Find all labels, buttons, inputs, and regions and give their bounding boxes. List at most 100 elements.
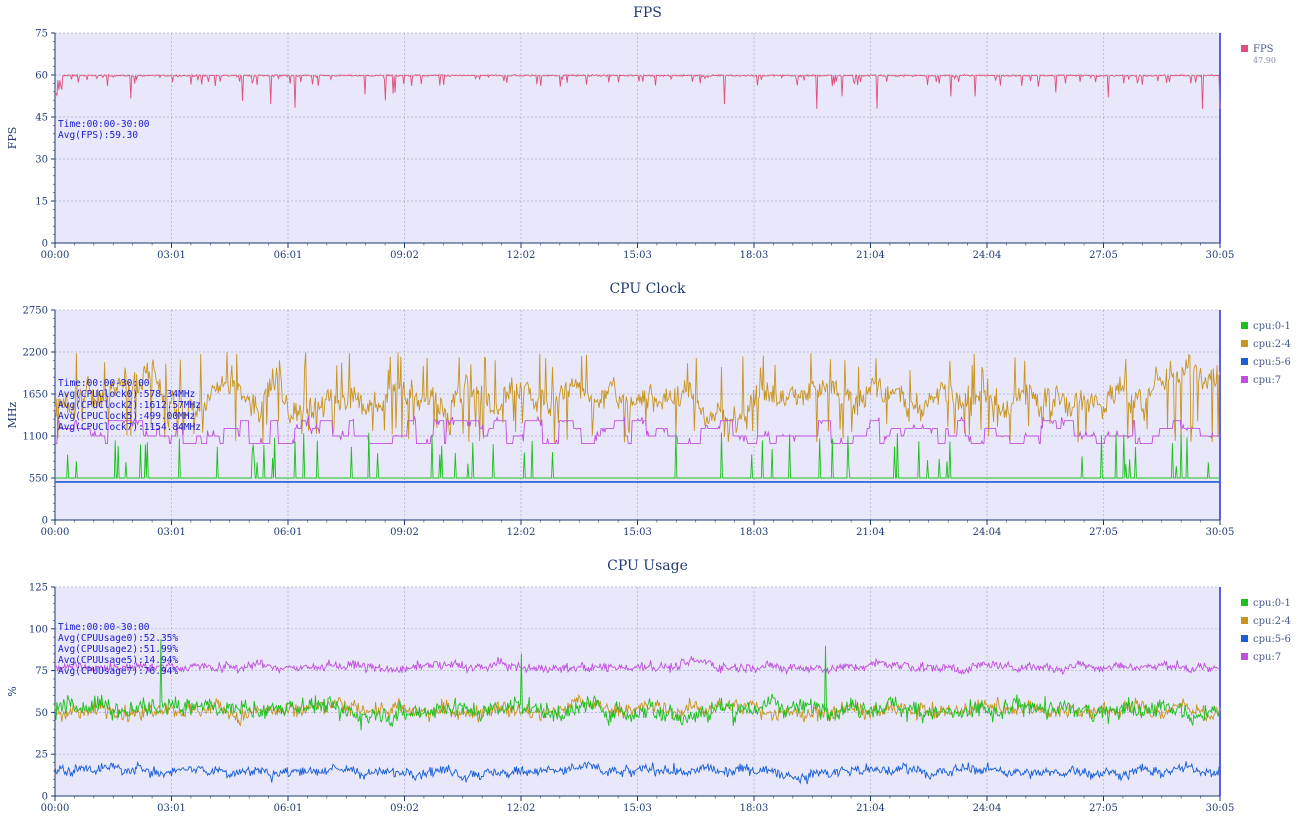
annotation-text: Avg(CPUClock2):1612.57MHz [58, 400, 201, 411]
series-line-cpu-7 [55, 415, 1221, 445]
legend-label[interactable]: cpu:2-4 [1253, 616, 1291, 627]
legend-swatch[interactable] [1241, 45, 1248, 52]
legend-label[interactable]: cpu:7 [1253, 652, 1281, 663]
chart-1: CPU Clock 0 550 1100 1650 2200 2750 00:00 03:01 0… [6, 281, 1291, 538]
annotation-text: Time:00:00-30:00 [58, 378, 150, 389]
y-tick-label: 2200 [23, 348, 48, 359]
series-line-FPS [54, 73, 1221, 109]
legend-swatch[interactable] [1241, 376, 1248, 383]
annotation-text: Time:00:00-30:00 [58, 119, 150, 130]
y-tick-label: 125 [29, 583, 48, 594]
annotation-text: Avg(CPUUsage7):76.94% [58, 666, 178, 677]
y-tick-label: 75 [35, 29, 48, 40]
x-tick-label: 03:01 [157, 803, 186, 814]
x-tick-label: 30:05 [1206, 527, 1235, 538]
legend-swatch[interactable] [1241, 322, 1248, 329]
x-tick-label: 09:02 [390, 527, 419, 538]
x-tick-label: 03:01 [157, 250, 186, 261]
annotation-text: Time:00:00-30:00 [58, 622, 150, 633]
legend-label[interactable]: cpu:0-1 [1253, 321, 1291, 332]
legend-label[interactable]: cpu:0-1 [1253, 598, 1291, 609]
x-tick-label: 21:04 [856, 250, 885, 261]
x-tick-label: 12:02 [507, 250, 536, 261]
y-tick-label: 25 [35, 750, 48, 761]
x-tick-label: 18:03 [740, 527, 769, 538]
y-tick-label: 100 [29, 624, 48, 635]
annotation-text: Avg(CPUUsage0):52.35% [58, 633, 178, 644]
x-tick-label: 00:00 [41, 250, 70, 261]
series-line-cpu-2-4 [54, 694, 1221, 727]
legend-swatch[interactable] [1241, 653, 1248, 660]
chart-title: FPS [633, 5, 662, 21]
legend-label[interactable]: cpu:7 [1253, 375, 1281, 386]
x-tick-label: 24:04 [973, 803, 1002, 814]
y-tick-label: 50 [35, 708, 48, 719]
y-tick-label: 30 [35, 155, 48, 166]
x-tick-label: 24:04 [973, 250, 1002, 261]
legend-swatch[interactable] [1241, 599, 1248, 606]
x-tick-label: 09:02 [390, 803, 419, 814]
legend-value: 47.90 [1253, 56, 1276, 65]
annotation-text: Avg(CPUUsage2):51.99% [58, 644, 178, 655]
series-line-cpu-0-1 [54, 639, 1221, 731]
legend-swatch[interactable] [1241, 358, 1248, 365]
annotation-text: Avg(FPS):59.30 [58, 130, 138, 141]
series-line-cpu-2-4 [54, 352, 1221, 444]
legend-label[interactable]: cpu:5-6 [1253, 357, 1291, 368]
x-tick-label: 12:02 [507, 527, 536, 538]
chart-title: CPU Clock [609, 281, 686, 297]
y-tick-label: 1650 [23, 390, 48, 401]
legend-swatch[interactable] [1241, 340, 1248, 347]
x-tick-label: 30:05 [1206, 250, 1235, 261]
y-tick-label: 60 [35, 71, 48, 82]
x-tick-label: 15:03 [623, 250, 652, 261]
x-tick-label: 06:01 [274, 250, 303, 261]
x-tick-label: 27:05 [1089, 803, 1118, 814]
x-tick-label: 15:03 [623, 527, 652, 538]
chart-2: CPU Usage 0 25 50 75 100 125 00:00 03:01 06:01 09:… [6, 558, 1291, 814]
x-tick-label: 24:04 [973, 527, 1002, 538]
x-tick-label: 03:01 [157, 527, 186, 538]
annotation-text: Avg(CPUClock5):499.00MHz [58, 411, 195, 422]
y-axis-label: % [6, 686, 19, 696]
series-line-cpu-7 [54, 656, 1221, 676]
chart-0: FPS 0 15 30 45 60 75 00:00 03:01 06:01 09:02 12:02 1… [6, 5, 1276, 261]
x-tick-label: 06:01 [274, 803, 303, 814]
y-tick-label: 0 [42, 792, 48, 803]
y-axis-label: FPS [6, 127, 19, 150]
x-tick-label: 12:02 [507, 803, 536, 814]
y-tick-label: 45 [35, 113, 48, 124]
y-tick-label: 0 [42, 516, 48, 527]
series-line-cpu-0-1 [55, 432, 1220, 479]
x-tick-label: 06:01 [274, 527, 303, 538]
legend-label[interactable]: cpu:5-6 [1253, 634, 1291, 645]
x-tick-label: 27:05 [1089, 250, 1118, 261]
y-axis-label: MHz [6, 401, 19, 428]
x-tick-label: 00:00 [41, 527, 70, 538]
annotation-text: Avg(CPUUsage5):14.94% [58, 655, 178, 666]
x-tick-label: 18:03 [740, 803, 769, 814]
legend-swatch[interactable] [1241, 635, 1248, 642]
x-tick-label: 09:02 [390, 250, 419, 261]
x-tick-label: 00:00 [41, 803, 70, 814]
x-tick-label: 27:05 [1089, 527, 1118, 538]
x-tick-label: 15:03 [623, 803, 652, 814]
x-tick-label: 18:03 [740, 250, 769, 261]
y-tick-label: 15 [35, 197, 48, 208]
chart-title: CPU Usage [607, 558, 688, 574]
x-tick-label: 30:05 [1206, 803, 1235, 814]
x-tick-label: 21:04 [856, 527, 885, 538]
annotation-text: Avg(CPUClock7):1154.84MHz [58, 422, 201, 433]
y-tick-label: 0 [42, 239, 48, 250]
y-tick-label: 2750 [23, 306, 48, 317]
legend-label[interactable]: cpu:2-4 [1253, 339, 1291, 350]
y-tick-label: 550 [29, 474, 48, 485]
y-tick-label: 75 [35, 666, 48, 677]
series-line-cpu-5-6 [54, 760, 1221, 785]
annotation-text: Avg(CPUClock0):578.34MHz [58, 389, 195, 400]
legend-swatch[interactable] [1241, 617, 1248, 624]
y-tick-label: 1100 [23, 432, 48, 443]
x-tick-label: 21:04 [856, 803, 885, 814]
legend-label[interactable]: FPS [1253, 44, 1274, 55]
